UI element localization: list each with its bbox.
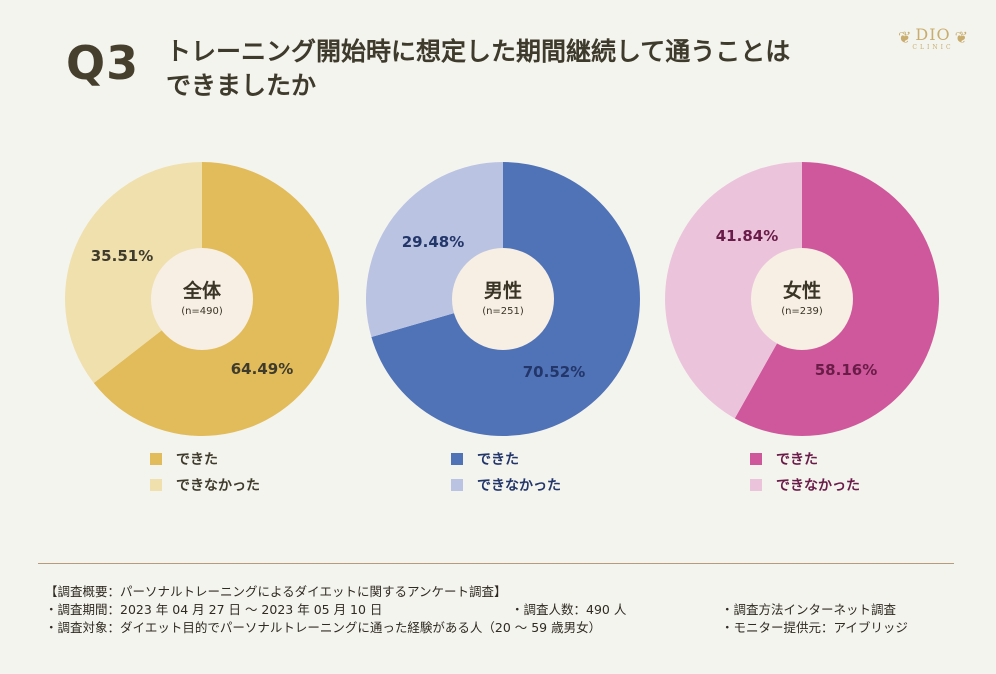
legend-all: できた できなかった bbox=[150, 446, 260, 498]
legend-label-yes: できた bbox=[477, 452, 519, 468]
legend-label-no: できなかった bbox=[176, 478, 260, 494]
all-label-yes: 64.49% bbox=[231, 360, 293, 378]
question-number: Q3 bbox=[66, 36, 140, 90]
legend-label-yes: できた bbox=[776, 452, 818, 468]
survey-period: ・調査期間：2023 年 04 月 27 日 ～ 2023 年 05 月 10 … bbox=[45, 602, 383, 617]
female-center-n: (n=239) bbox=[781, 306, 823, 317]
survey-overview: 【調査概要：パーソナルトレーニングによるダイエットに関するアンケート調査】 ・調… bbox=[45, 583, 965, 637]
legend-swatch-yes bbox=[150, 453, 162, 465]
right-wing-icon: ❦ bbox=[954, 28, 968, 47]
legend-item-yes: できた bbox=[451, 446, 561, 472]
survey-method: ・調査方法インターネット調査 bbox=[721, 602, 897, 617]
female-center-title: 女性 bbox=[783, 279, 821, 302]
legend-item-no: できなかった bbox=[451, 472, 561, 498]
logo-text: DIO bbox=[915, 25, 951, 44]
legend-swatch-no bbox=[451, 479, 463, 491]
legend-label-no: できなかった bbox=[776, 478, 860, 494]
survey-target: ・調査対象：ダイエット目的でパーソナルトレーニングに通った経験がある人（20 ～… bbox=[45, 620, 602, 635]
dio-clinic-logo: ❦ DIO CLINIC ❦ bbox=[898, 26, 968, 60]
left-wing-icon: ❦ bbox=[898, 28, 912, 47]
male-label-no: 29.48% bbox=[402, 233, 464, 251]
legend-item-no: できなかった bbox=[750, 472, 860, 498]
all-center-n: (n=490) bbox=[181, 306, 223, 317]
survey-heading: 【調査概要：パーソナルトレーニングによるダイエットに関するアンケート調査】 bbox=[45, 584, 507, 599]
male-center-n: (n=251) bbox=[482, 306, 524, 317]
male-label-yes: 70.52% bbox=[523, 363, 585, 381]
female-slice-no bbox=[665, 162, 802, 419]
legend-item-yes: できた bbox=[150, 446, 260, 472]
legend-label-no: できなかった bbox=[477, 478, 561, 494]
survey-row-1: ・調査期間：2023 年 04 月 27 日 ～ 2023 年 05 月 10 … bbox=[45, 601, 965, 619]
legend-item-yes: できた bbox=[750, 446, 860, 472]
page-title: トレーニング開始時に想定した期間継続して通うことは できましたか bbox=[166, 35, 846, 103]
legend-label-yes: できた bbox=[176, 452, 218, 468]
survey-provider: ・モニター提供元：アイブリッジ bbox=[721, 620, 908, 635]
legend-female: できた できなかった bbox=[750, 446, 860, 498]
title-line-2: できましたか bbox=[166, 71, 317, 100]
title-line-1: トレーニング開始時に想定した期間継続して通うことは bbox=[166, 37, 791, 66]
legend-swatch-yes bbox=[750, 453, 762, 465]
legend-item-no: できなかった bbox=[150, 472, 260, 498]
all-slice-no bbox=[64, 162, 202, 384]
divider bbox=[38, 563, 954, 564]
all-center-title: 全体 bbox=[182, 279, 222, 302]
legend-swatch-yes bbox=[451, 453, 463, 465]
logo-subtext: CLINIC bbox=[912, 44, 954, 51]
female-label-yes: 58.16% bbox=[815, 361, 877, 379]
survey-row-2: ・調査対象：ダイエット目的でパーソナルトレーニングに通った経験がある人（20 ～… bbox=[45, 619, 965, 637]
legend-swatch-no bbox=[150, 479, 162, 491]
legend-swatch-no bbox=[750, 479, 762, 491]
legend-male: できた できなかった bbox=[451, 446, 561, 498]
male-center-title: 男性 bbox=[484, 279, 522, 302]
male-donut-center bbox=[452, 248, 554, 350]
all-donut-center bbox=[151, 248, 253, 350]
female-label-no: 41.84% bbox=[716, 227, 778, 245]
all-label-no: 35.51% bbox=[91, 247, 153, 265]
survey-count: ・調査人数：490 人 bbox=[511, 602, 627, 617]
female-donut-center bbox=[751, 248, 853, 350]
